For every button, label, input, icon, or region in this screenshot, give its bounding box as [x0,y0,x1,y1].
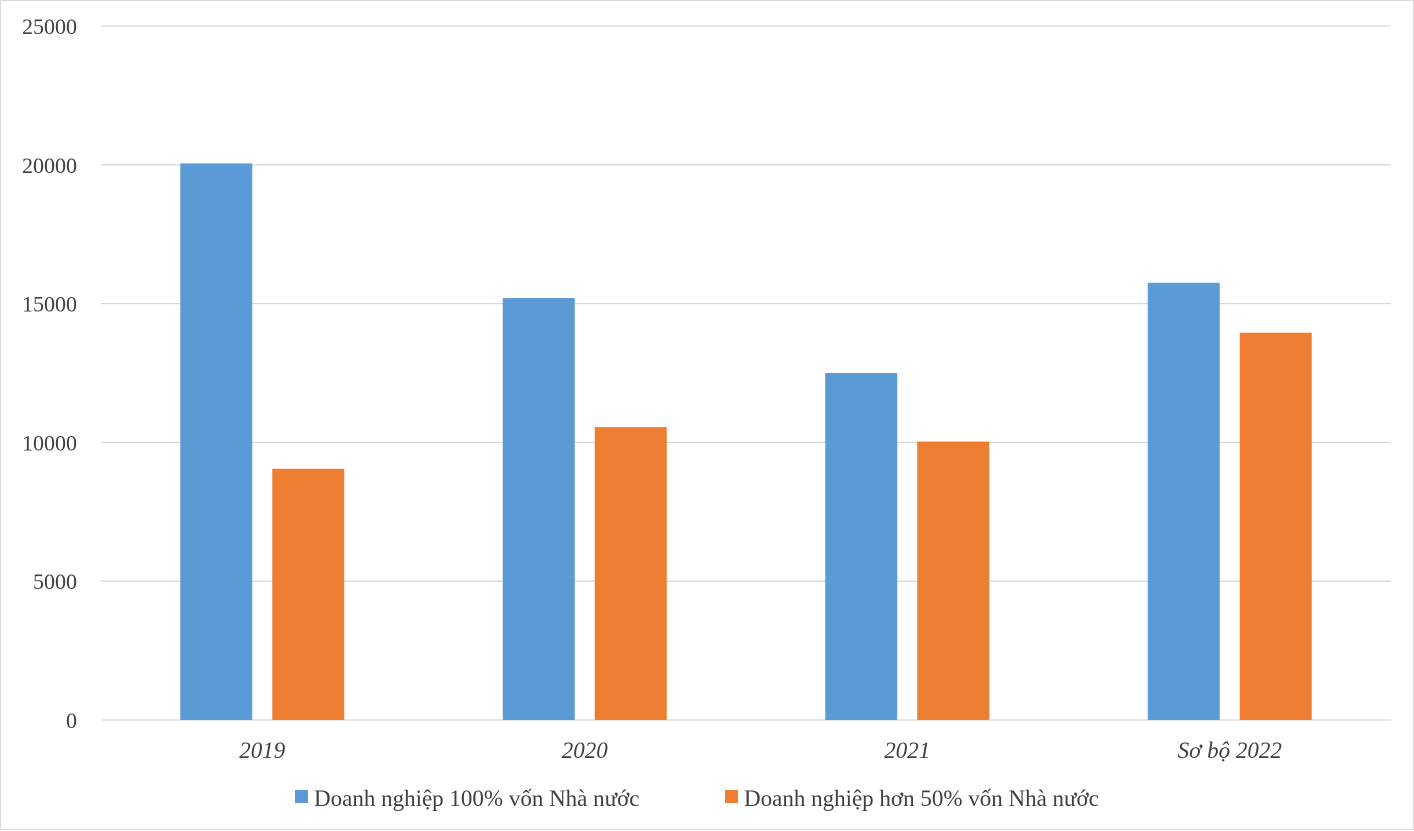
y-tick-label: 5000 [33,569,77,594]
legend: Doanh nghiệp 100% vốn Nhà nước Doanh nghi… [295,786,1099,811]
bar-series-1 [825,373,898,720]
bar-series-2 [917,441,990,720]
y-tick-label: 0 [66,708,77,733]
y-tick-label: 15000 [22,292,77,317]
legend-swatch [725,790,738,803]
bar-series-1 [180,163,253,721]
bar-series-1 [1147,282,1220,720]
bars [180,163,1312,721]
bar-series-2 [594,427,667,720]
y-tick-label: 25000 [22,14,77,39]
legend-label: Doanh nghiệp hơn 50% vốn Nhà nước [744,786,1099,811]
bar-series-1 [502,298,575,720]
y-axis-ticks: 0 5000 10000 15000 20000 25000 [22,14,77,733]
y-tick-label: 10000 [22,430,77,455]
x-axis-ticks: 2019 2020 2021 Sơ bộ 2022 [239,738,1282,763]
legend-swatch [295,790,308,803]
x-tick-label: 2019 [239,738,286,763]
x-tick-label: 2020 [562,738,609,763]
bar-series-2 [1239,332,1312,720]
x-tick-label: Sơ bộ 2022 [1178,738,1282,763]
y-tick-label: 20000 [22,153,77,178]
x-tick-label: 2021 [884,738,930,763]
legend-label: Doanh nghiệp 100% vốn Nhà nước [314,786,639,811]
bar-series-2 [272,468,345,720]
